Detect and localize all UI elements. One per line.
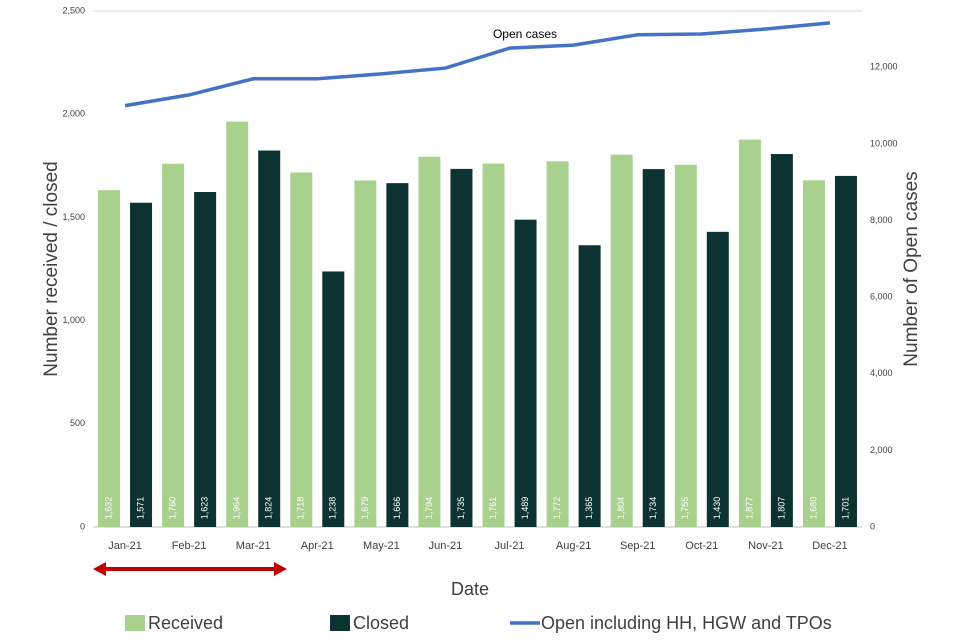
- x-axis-title: Date: [451, 579, 489, 599]
- y-tick-label: 500: [70, 418, 85, 428]
- bar: [418, 156, 441, 528]
- bar: [834, 175, 857, 527]
- value-label: 1,964: [232, 497, 242, 520]
- bar: [386, 183, 409, 527]
- bar: [706, 231, 729, 527]
- x-tick-label: May-21: [363, 540, 400, 552]
- x-tick-label: Apr-21: [301, 540, 334, 552]
- bar: [546, 161, 569, 527]
- legend-label: Open including HH, HGW and TPOs: [541, 613, 832, 633]
- x-tick-label: Jul-21: [495, 540, 525, 552]
- value-label: 1,365: [584, 497, 594, 520]
- bar: [290, 172, 313, 528]
- bar: [514, 219, 537, 527]
- bar: [482, 163, 505, 527]
- bar: [770, 154, 793, 527]
- x-tick-label: Jan-21: [108, 540, 142, 552]
- value-label: 1,761: [488, 497, 498, 520]
- bar: [802, 180, 825, 528]
- bar: [98, 190, 121, 527]
- bar: [226, 121, 249, 527]
- x-tick-label: Jun-21: [429, 540, 463, 552]
- x-tick-label: Feb-21: [172, 540, 207, 552]
- bar: [610, 154, 633, 527]
- y2-axis-title: Number of Open cases: [901, 171, 922, 366]
- bar: [322, 271, 345, 527]
- bar: [354, 180, 377, 527]
- x-tick-label: Mar-21: [236, 540, 271, 552]
- value-label: 1,632: [103, 497, 113, 520]
- value-label: 1,735: [456, 497, 466, 520]
- value-label: 1,824: [264, 497, 274, 520]
- bar: [130, 202, 153, 527]
- value-label: 1,701: [840, 497, 850, 520]
- value-label: 1,680: [808, 497, 818, 520]
- legend-swatch: [125, 615, 145, 631]
- bar: [578, 245, 601, 528]
- x-tick-label: Oct-21: [685, 540, 718, 552]
- y2-tick-label: 6,000: [870, 292, 893, 302]
- bar: [738, 139, 761, 527]
- value-label: 1,679: [360, 497, 370, 520]
- period-arrow: [93, 562, 287, 576]
- y-axis-title: Number received / closed: [41, 161, 62, 376]
- legend-swatch: [330, 615, 350, 631]
- bar: [642, 169, 665, 527]
- value-label: 1,772: [552, 497, 562, 520]
- legend-label: Closed: [353, 613, 409, 633]
- y2-tick-label: 2,000: [870, 445, 893, 455]
- y-tick-label: 1,500: [62, 212, 85, 222]
- x-tick-label: Dec-21: [812, 540, 847, 552]
- value-label: 1,755: [680, 497, 690, 520]
- y2-tick-label: 8,000: [870, 215, 893, 225]
- bar: [194, 192, 217, 527]
- y-tick-label: 1,000: [62, 315, 85, 325]
- value-label: 1,489: [520, 497, 530, 520]
- value-label: 1,623: [200, 497, 210, 520]
- y2-tick-label: 12,000: [870, 62, 898, 72]
- bar: [162, 163, 185, 527]
- value-label: 1,666: [392, 497, 402, 520]
- value-label: 1,571: [135, 497, 145, 520]
- line: [124, 21, 831, 108]
- y2-tick-label: 0: [870, 521, 875, 531]
- y-tick-label: 0: [80, 521, 85, 531]
- x-tick-label: Aug-21: [556, 540, 591, 552]
- value-label: 1,760: [168, 497, 178, 520]
- value-label: 1,718: [296, 497, 306, 520]
- value-label: 1,794: [424, 497, 434, 520]
- y2-tick-label: 10,000: [870, 138, 898, 148]
- value-label: 1,430: [712, 497, 722, 520]
- legend-label: Received: [148, 613, 223, 633]
- value-label: 1,877: [744, 497, 754, 520]
- value-label: 1,804: [616, 497, 626, 520]
- value-label: 1,734: [648, 497, 658, 520]
- value-label: 1,807: [776, 497, 786, 520]
- y-tick-label: 2,500: [62, 5, 85, 15]
- x-tick-label: Nov-21: [748, 540, 783, 552]
- x-tick-label: Sep-21: [620, 540, 655, 552]
- y2-tick-label: 4,000: [870, 368, 893, 378]
- bar: [450, 168, 473, 527]
- y-tick-label: 2,000: [62, 109, 85, 119]
- bar: [258, 150, 281, 527]
- annotation: Open cases: [493, 27, 557, 41]
- bar: [674, 164, 697, 527]
- value-label: 1,238: [328, 497, 338, 520]
